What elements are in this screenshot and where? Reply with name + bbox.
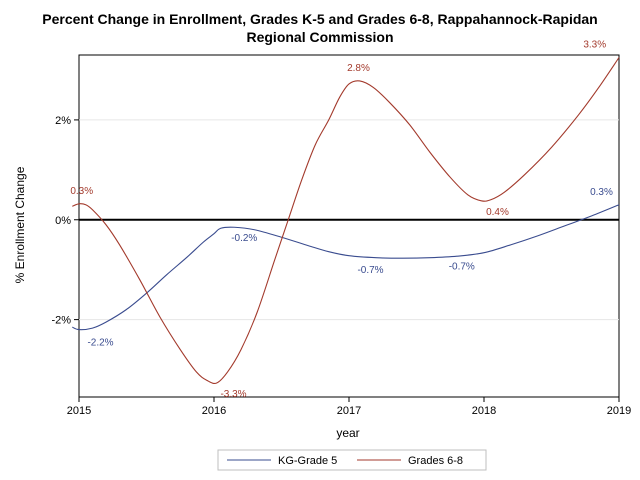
data-label-grades-6-8: 2.8% [347, 63, 370, 74]
data-label-kg-grade-5: -2.2% [87, 338, 113, 349]
x-axis-title: year [336, 426, 359, 440]
series-line-kg-grade-5 [72, 204, 620, 331]
y-tick-label: 2% [55, 115, 71, 127]
x-tick-label: 2015 [67, 405, 91, 417]
y-tick-label: 0% [55, 215, 71, 227]
x-tick-label: 2017 [337, 405, 361, 417]
plot-area: -2% 0% 2% 2015 2016 2017 2018 2019 -2.2% -0.2% -0.… [51, 39, 631, 417]
x-tick-label: 2019 [607, 405, 631, 417]
chart-title-line-2: Regional Commission [246, 29, 393, 45]
data-label-kg-grade-5: -0.7% [449, 262, 475, 273]
data-label-kg-grade-5: 0.3% [590, 187, 613, 198]
data-label-grades-6-8: 3.3% [583, 39, 606, 50]
legend: KG-Grade 5 Grades 6-8 [217, 449, 487, 471]
y-axis-title: % Enrollment Change [13, 166, 27, 283]
y-tick-label: -2% [51, 315, 71, 327]
legend-label-grades-6-8: Grades 6-8 [408, 455, 463, 467]
chart-title-line-1: Percent Change in Enrollment, Grades K-5… [42, 11, 597, 27]
series-line-grades-6-8 [72, 57, 620, 385]
legend-frame [217, 449, 487, 471]
data-label-kg-grade-5: -0.2% [231, 233, 257, 244]
data-label-kg-grade-5: -0.7% [357, 265, 383, 276]
plot-frame [78, 54, 620, 398]
x-tick-label: 2016 [202, 405, 226, 417]
data-label-grades-6-8: 0.3% [70, 186, 93, 197]
data-label-grades-6-8: -3.3% [220, 389, 246, 400]
legend-label-kg-grade-5: KG-Grade 5 [278, 455, 337, 467]
data-label-grades-6-8: 0.4% [486, 207, 509, 218]
x-tick-label: 2018 [472, 405, 496, 417]
